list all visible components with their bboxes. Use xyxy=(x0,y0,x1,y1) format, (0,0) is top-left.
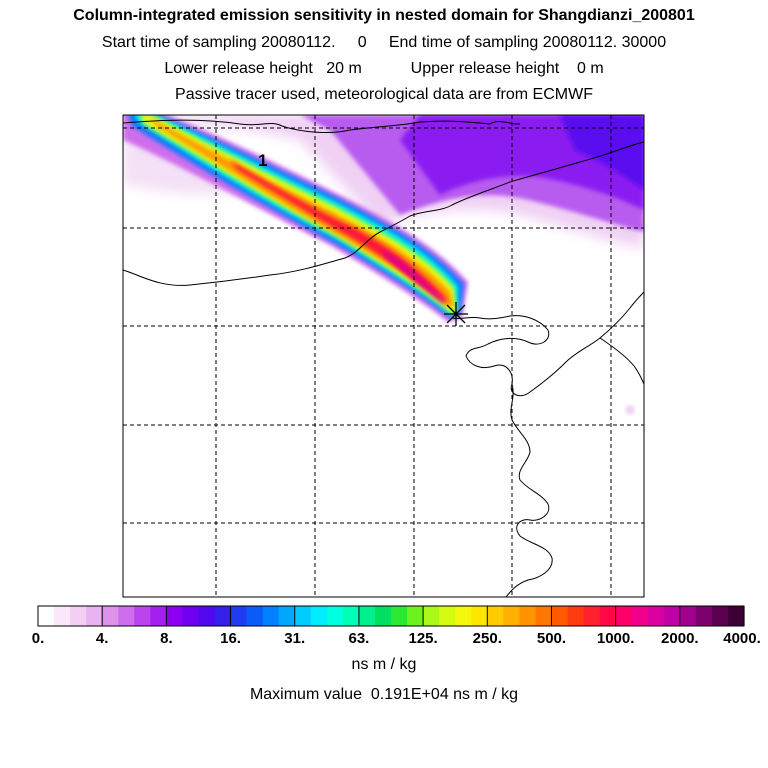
colorbar-tick-label: 2000. xyxy=(661,630,699,647)
colorbar-tick-label: 4. xyxy=(95,630,109,647)
colorbar-tick-label: 4000. xyxy=(723,630,761,647)
colorbar-cell xyxy=(342,606,360,626)
colorbar-tick-label: 250. xyxy=(472,630,502,647)
colorbar-cells xyxy=(38,606,745,626)
colorbar-cell xyxy=(246,606,264,626)
colorbar-cell xyxy=(294,606,312,626)
colorbar-cell xyxy=(391,606,408,626)
colorbar-tick-lines xyxy=(101,606,681,626)
field-speck xyxy=(625,405,635,415)
field-peak-northern-band xyxy=(560,115,644,190)
colorbar-cell xyxy=(102,606,119,626)
colorbar-cell xyxy=(503,606,520,626)
max-value-label: Maximum value 0.191E+04 ns m / kg xyxy=(249,686,519,703)
colorbar-cell xyxy=(70,606,87,626)
colorbar-tick-label: 500. xyxy=(536,630,567,647)
colorbar-tick-label: 63. xyxy=(348,630,370,647)
colorbar-cell xyxy=(214,606,232,626)
colorbar-cell xyxy=(567,606,585,626)
map-frame xyxy=(122,114,645,598)
sampling-time-line: Start time of sampling 20080112. 0 End t… xyxy=(101,34,667,51)
map-gridlines xyxy=(123,115,644,597)
colorbar-cell xyxy=(727,606,745,626)
colorbar-cell xyxy=(278,606,296,626)
colorbar-cell xyxy=(695,606,713,626)
colorbar-cell xyxy=(455,606,472,626)
plume-annotation: 1 xyxy=(258,151,267,170)
colorbar-cell xyxy=(182,606,200,626)
colorbar-cell xyxy=(631,606,649,626)
receptor-star-stroke-d2 xyxy=(446,304,466,324)
coastlines xyxy=(123,119,644,597)
colorbar-cell xyxy=(262,606,280,626)
colorbar-cell xyxy=(38,606,55,626)
colorbar-cell xyxy=(374,606,392,626)
colorbar-cell xyxy=(551,606,569,626)
colorbar-cell xyxy=(663,606,681,626)
colorbar-cell xyxy=(423,606,440,626)
colorbar-tick-label: 16. xyxy=(220,630,241,647)
sensitivity-field xyxy=(123,115,644,415)
coastline-east xyxy=(451,291,644,397)
colorbar-cell xyxy=(679,606,697,626)
colorbar-cell xyxy=(519,606,537,626)
receptor-star-marker xyxy=(444,302,468,326)
border-line-mid xyxy=(123,141,644,286)
colorbar-cell xyxy=(134,606,151,626)
colorbar-cell xyxy=(407,606,424,626)
plume-layer-red xyxy=(230,160,450,306)
colorbar-cell xyxy=(535,606,553,626)
chart-title: Column-integrated emission sensitivity i… xyxy=(73,7,695,24)
colorbar-cell xyxy=(647,606,665,626)
colorbar-cell xyxy=(326,606,344,626)
tracer-info-line: Passive tracer used, meteorological data… xyxy=(175,86,593,103)
colorbar-tick-label: 0. xyxy=(31,630,45,647)
colorbar-tick-label: 31. xyxy=(284,630,306,647)
colorbar-cell xyxy=(487,606,504,626)
colorbar-tick-label: 8. xyxy=(160,630,173,647)
colorbar-cell xyxy=(599,606,617,626)
plume-layer-core xyxy=(380,248,446,306)
colorbar-tick-label: 125. xyxy=(408,630,438,647)
colorbar xyxy=(37,605,745,627)
colorbar-cell xyxy=(310,606,328,626)
colorbar-cell xyxy=(86,606,103,626)
plume-layer-yellow xyxy=(140,115,456,314)
colorbar-cell xyxy=(150,606,167,626)
colorbar-units: ns m / kg xyxy=(351,656,417,673)
colorbar-cell xyxy=(118,606,135,626)
coastline-southeast xyxy=(505,383,553,597)
border-line-north xyxy=(123,119,521,134)
colorbar-frame xyxy=(37,605,745,627)
coastline-peninsula xyxy=(599,337,644,385)
colorbar-cell xyxy=(711,606,729,626)
release-height-line: Lower release height 20 m Upper release … xyxy=(164,60,604,77)
colorbar-cell xyxy=(230,606,248,626)
colorbar-cell xyxy=(439,606,456,626)
colorbar-cell xyxy=(358,606,376,626)
colorbar-tick-label: 1000. xyxy=(596,630,635,647)
colorbar-cell xyxy=(198,606,216,626)
colorbar-cell xyxy=(583,606,601,626)
colorbar-cell xyxy=(54,606,71,626)
colorbar-cell xyxy=(615,606,633,626)
colorbar-cell xyxy=(471,606,488,626)
plume-layer-orange xyxy=(150,118,454,308)
colorbar-cell xyxy=(166,606,184,626)
